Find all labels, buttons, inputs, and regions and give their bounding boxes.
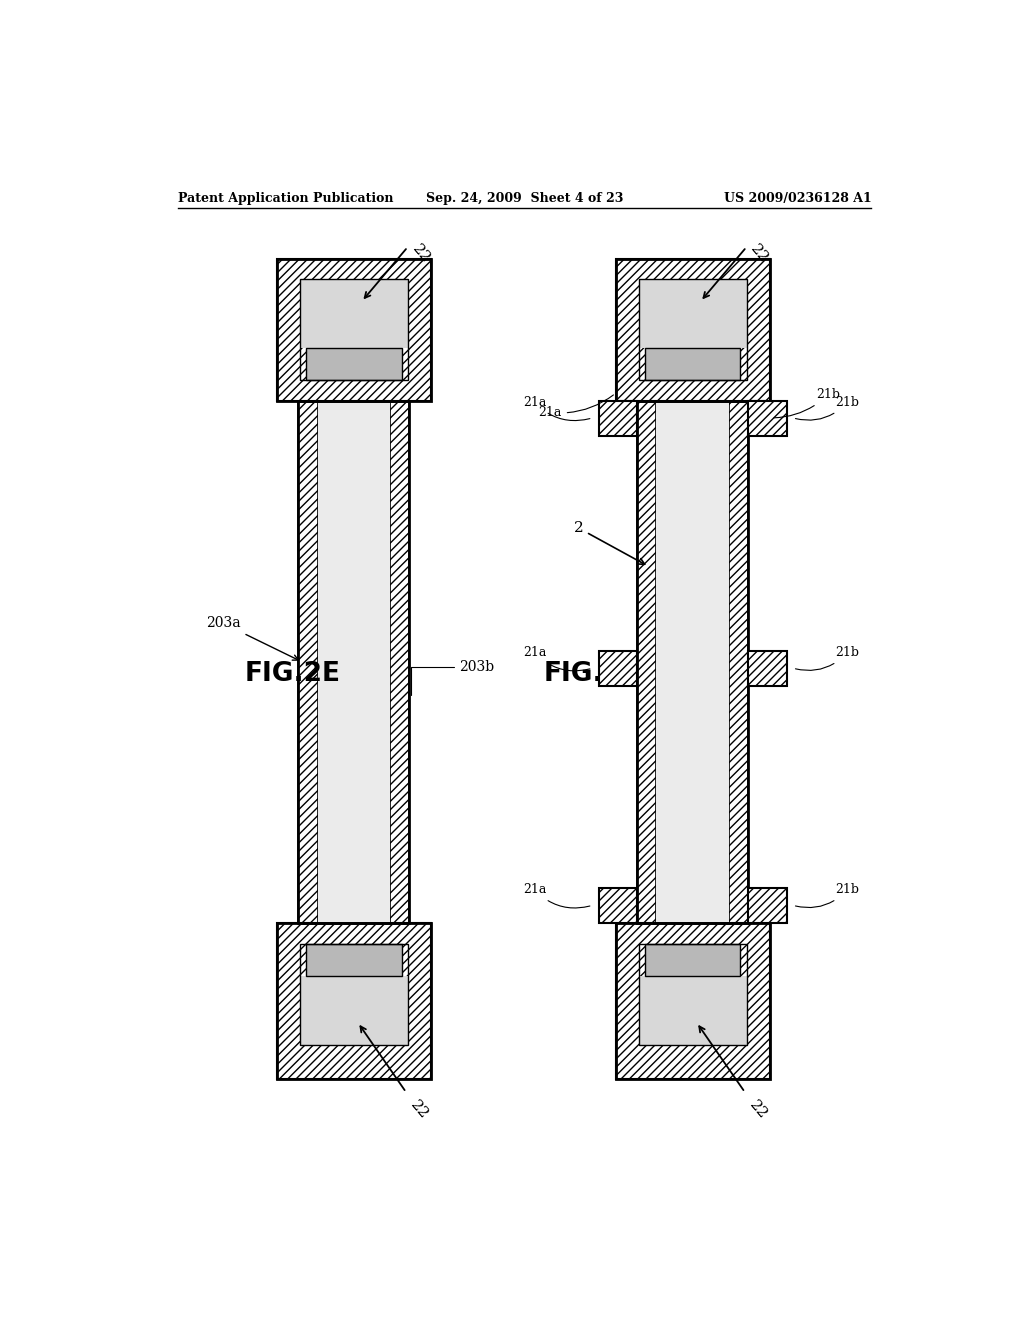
Bar [615, 259, 770, 401]
Text: 22: 22 [746, 1098, 770, 1122]
Bar [615, 923, 770, 1078]
Bar [637, 401, 656, 923]
Bar [276, 259, 431, 401]
Text: 22: 22 [410, 242, 432, 265]
Bar [300, 279, 408, 348]
Text: Sep. 24, 2009  Sheet 4 of 23: Sep. 24, 2009 Sheet 4 of 23 [426, 191, 624, 205]
Bar [645, 944, 740, 977]
Bar [276, 923, 431, 1078]
Bar [599, 888, 637, 923]
Bar [749, 651, 786, 686]
Bar [729, 401, 749, 923]
Text: FIG.2F: FIG.2F [544, 661, 639, 688]
Bar [749, 401, 786, 436]
Bar [300, 279, 408, 380]
Bar [599, 651, 637, 686]
Bar [637, 401, 749, 923]
Text: 203b: 203b [411, 660, 495, 694]
Bar [645, 348, 740, 380]
Text: US 2009/0236128 A1: US 2009/0236128 A1 [724, 191, 871, 205]
Text: 203a: 203a [206, 616, 298, 660]
Bar [317, 401, 390, 923]
Bar [639, 279, 746, 380]
Text: 22: 22 [749, 242, 771, 265]
Text: 21a: 21a [523, 883, 590, 908]
Bar [749, 888, 786, 923]
Bar [599, 401, 637, 436]
Text: 21b: 21b [774, 388, 840, 418]
Bar [749, 651, 786, 686]
Bar [656, 401, 729, 923]
Text: 21a: 21a [523, 396, 590, 421]
Bar [749, 401, 786, 436]
Bar [615, 923, 770, 1078]
Bar [599, 888, 637, 923]
Bar [390, 401, 410, 923]
Bar [615, 259, 770, 401]
Bar [276, 923, 431, 1078]
Bar [300, 944, 408, 1045]
Bar [300, 977, 408, 1045]
Bar [639, 279, 746, 348]
Bar [306, 348, 401, 380]
Text: 21b: 21b [796, 883, 859, 908]
Text: 21b: 21b [796, 396, 859, 420]
Bar [306, 944, 401, 977]
Text: 2: 2 [573, 521, 645, 564]
Bar [645, 348, 740, 380]
Text: 22: 22 [408, 1098, 431, 1122]
Bar [306, 944, 401, 977]
Bar [599, 401, 637, 436]
Bar [639, 977, 746, 1045]
Bar [749, 888, 786, 923]
Bar [298, 401, 317, 923]
Bar [298, 401, 410, 923]
Text: 21b: 21b [796, 647, 859, 671]
Text: FIG.2E: FIG.2E [245, 661, 341, 688]
Text: Patent Application Publication: Patent Application Publication [178, 191, 394, 205]
Bar [306, 348, 401, 380]
Bar [645, 944, 740, 977]
Bar [276, 259, 431, 401]
Text: 21a: 21a [539, 395, 613, 418]
Text: 21a: 21a [523, 647, 590, 671]
Bar [599, 651, 637, 686]
Bar [639, 944, 746, 1045]
